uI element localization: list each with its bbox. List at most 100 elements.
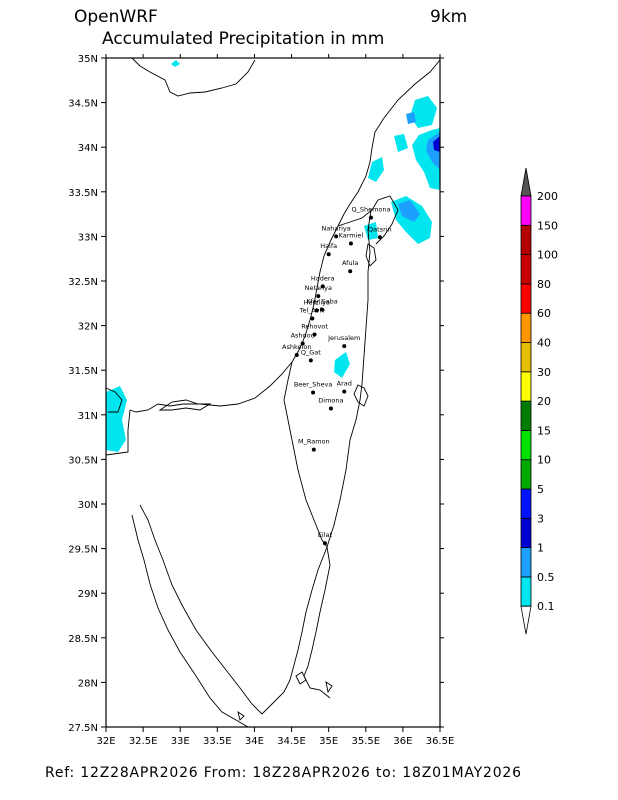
city-label: Jerusalem bbox=[327, 334, 360, 342]
lon-tick-label: 34.5E bbox=[277, 736, 306, 747]
city-dot bbox=[308, 358, 313, 363]
red-sea-islands bbox=[237, 671, 333, 721]
city-label: Nahariya bbox=[321, 224, 350, 232]
legend-level-label: 0.1 bbox=[537, 600, 555, 613]
legend-level-label: 20 bbox=[537, 395, 551, 408]
lat-tick-label: 31N bbox=[78, 411, 98, 422]
nile-delta-lakes bbox=[105, 387, 123, 413]
lon-tick-label: 32.5E bbox=[129, 736, 158, 747]
lat-tick-label: 33N bbox=[78, 232, 98, 243]
legend-level-label: 40 bbox=[537, 337, 551, 350]
city-dot bbox=[328, 406, 333, 411]
legend-level-label: 1 bbox=[537, 542, 544, 555]
levant-coast bbox=[129, 59, 441, 413]
precip-area bbox=[368, 157, 384, 182]
lebanon-border bbox=[337, 199, 379, 227]
city-dot bbox=[326, 252, 331, 257]
precip-area bbox=[406, 112, 416, 124]
model-name: OpenWRF bbox=[74, 7, 158, 27]
city-label: M_Ramon bbox=[298, 438, 330, 446]
precip-area bbox=[433, 136, 440, 152]
legend-swatch bbox=[520, 254, 532, 285]
city-label: Herzliya bbox=[304, 298, 330, 306]
city-dot bbox=[316, 294, 321, 299]
legend-bottom-arrow bbox=[520, 605, 532, 635]
color-legend: 0.1 0.5 1 3 5 10 15 20 30 40 60 80 100 150 200 bbox=[520, 167, 558, 635]
city-dot bbox=[334, 234, 339, 239]
city-label: Ashdod bbox=[291, 331, 315, 339]
legend-swatch bbox=[520, 371, 532, 402]
sinai-east-border bbox=[283, 361, 328, 548]
variable-title: Accumulated Precipitation in mm bbox=[102, 29, 385, 49]
map-frame: 35N 34.5N 34N 33.5N 33N 32.5N 32N 31.5N 31N 30.5N… bbox=[68, 54, 454, 747]
lat-tick-label: 32N bbox=[78, 322, 98, 333]
gulf-of-suez bbox=[139, 504, 271, 715]
city-label: Beer_Sheva bbox=[294, 381, 332, 389]
lon-tick-label: 36.5E bbox=[426, 736, 455, 747]
city-dot bbox=[310, 316, 315, 321]
lon-tick-label: 36E bbox=[393, 736, 412, 747]
legend-level-label: 80 bbox=[537, 278, 551, 291]
city-label: Q_Shemona bbox=[351, 206, 390, 214]
resolution-label: 9km bbox=[430, 7, 468, 27]
legend-level-label: 30 bbox=[537, 366, 551, 379]
city-label: Ashkelon bbox=[282, 343, 311, 351]
city-label: Netanya bbox=[305, 284, 332, 292]
lon-tick-label: 33E bbox=[171, 736, 190, 747]
city-label: Haifa bbox=[320, 242, 337, 250]
city-dot bbox=[342, 389, 347, 394]
precip-area bbox=[398, 200, 420, 222]
lat-tick-label: 33.5N bbox=[68, 188, 98, 199]
legend-swatch bbox=[520, 342, 532, 373]
lat-tick-label: 29.5N bbox=[68, 545, 98, 556]
legend-swatch bbox=[520, 459, 532, 490]
city-dot bbox=[312, 332, 317, 337]
city-dot bbox=[294, 353, 299, 358]
legend-level-label: 3 bbox=[537, 512, 544, 525]
legend-swatch bbox=[520, 224, 532, 256]
lat-tick-label: 28.5N bbox=[68, 634, 98, 645]
city-dot bbox=[348, 269, 353, 274]
city-dot bbox=[368, 215, 373, 220]
lon-tick-label: 35.5E bbox=[351, 736, 380, 747]
legend-swatch bbox=[520, 312, 532, 343]
gulf-of-aqaba-east bbox=[303, 546, 331, 699]
city-dot bbox=[377, 235, 382, 240]
city-dot bbox=[348, 241, 353, 246]
legend-swatch bbox=[520, 576, 532, 607]
city-dot bbox=[311, 390, 316, 395]
legend-level-label: 15 bbox=[537, 424, 551, 437]
precip-area bbox=[171, 60, 180, 67]
lon-tick-label: 33.5E bbox=[203, 736, 232, 747]
legend-level-label: 100 bbox=[537, 249, 558, 262]
legend-swatch bbox=[520, 517, 532, 548]
golan-border bbox=[375, 195, 399, 245]
city-label: Kfar Saba bbox=[306, 298, 338, 306]
gulf-of-aqaba bbox=[269, 546, 328, 707]
city-dot bbox=[342, 344, 347, 349]
lat-tick-label: 29N bbox=[78, 589, 98, 600]
sea-of-galilee bbox=[365, 243, 377, 267]
run-info-footer: Ref: 12Z28APR2026 From: 18Z28APR2026 to:… bbox=[45, 765, 522, 781]
precip-areas bbox=[106, 60, 440, 452]
city-dot bbox=[319, 307, 324, 312]
lon-tick-label: 32E bbox=[96, 736, 115, 747]
legend-swatch bbox=[520, 195, 532, 226]
precip-area bbox=[334, 352, 350, 378]
legend-level-label: 150 bbox=[537, 219, 558, 232]
lat-tick-label: 31.5N bbox=[68, 366, 98, 377]
legend-swatch bbox=[520, 429, 532, 461]
city-label: Qatsrin bbox=[368, 225, 392, 233]
gulf-of-suez-west bbox=[131, 514, 249, 728]
legend-swatch bbox=[520, 400, 532, 431]
legend-swatch bbox=[520, 547, 532, 578]
legend-swatch bbox=[520, 488, 532, 519]
precip-area bbox=[364, 222, 378, 240]
precip-area bbox=[394, 134, 408, 152]
city-label: Arad bbox=[337, 380, 352, 388]
legend-level-label: 200 bbox=[537, 190, 558, 203]
legend-level-label: 0.5 bbox=[537, 571, 555, 584]
lat-tick-label: 35N bbox=[78, 54, 98, 65]
